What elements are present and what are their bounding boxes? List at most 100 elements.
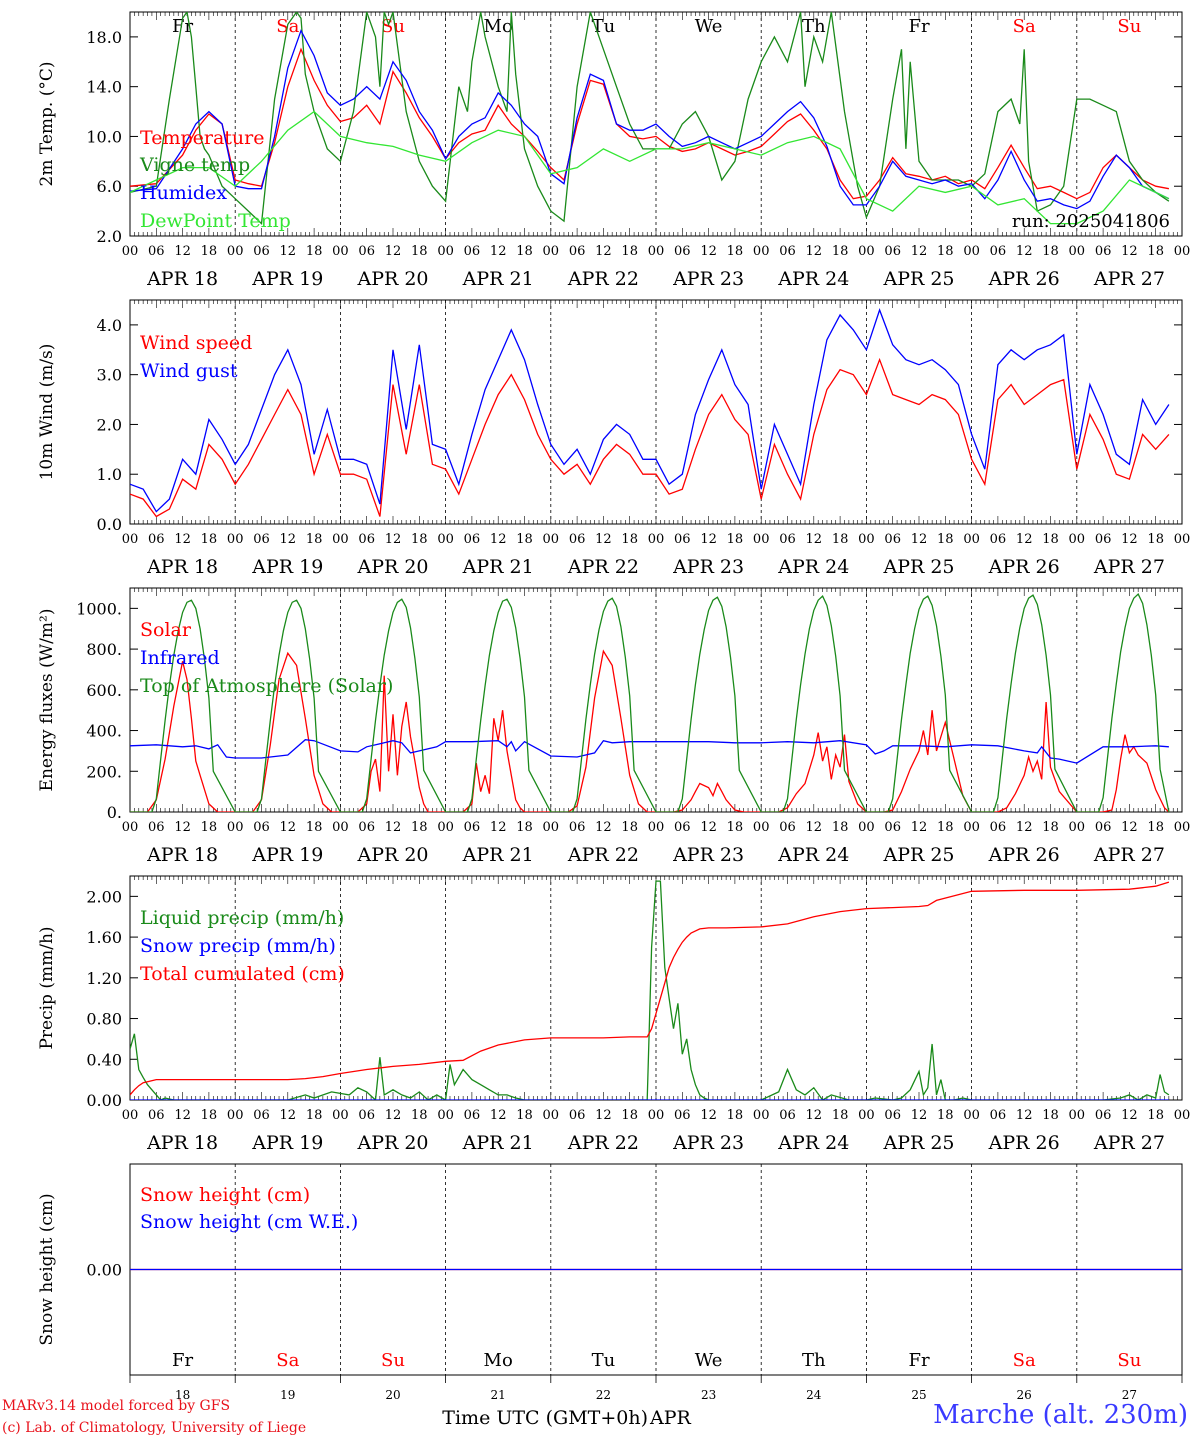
- hour-tick-label: 12: [385, 532, 402, 547]
- hour-tick-label: 18: [1147, 820, 1164, 835]
- hour-tick-label: 06: [674, 820, 691, 835]
- hour-tick-label: 00: [332, 820, 349, 835]
- hour-tick-label: 18: [727, 532, 744, 547]
- hour-tick-label: 06: [253, 820, 270, 835]
- y-tick-label: 2.00: [86, 887, 122, 906]
- hour-tick-label: 18: [727, 244, 744, 259]
- x-axis-month: APR: [649, 1407, 692, 1429]
- day-abbr-label: Sa: [1013, 16, 1036, 37]
- y-tick-label: 0.40: [86, 1050, 122, 1069]
- day-abbr-label: We: [695, 1350, 723, 1371]
- hour-tick-label: 18: [201, 244, 218, 259]
- hour-tick-label: 18: [411, 1108, 428, 1123]
- date-label: APR 21: [462, 844, 534, 866]
- hour-tick-label: 12: [806, 244, 823, 259]
- hour-tick-label: 00: [648, 532, 665, 547]
- hour-tick-label: 18: [306, 244, 323, 259]
- hour-tick-label: 00: [332, 1108, 349, 1123]
- legend-entry: Total cumulated (cm): [140, 963, 345, 985]
- date-label: APR 20: [356, 844, 428, 866]
- hour-tick-label: 12: [385, 244, 402, 259]
- hour-tick-label: 00: [1069, 244, 1086, 259]
- hour-tick-label: 18: [1042, 1108, 1059, 1123]
- hour-tick-label: 12: [1121, 532, 1138, 547]
- plot-frame: [129, 587, 1183, 813]
- date-label: APR 19: [251, 556, 323, 578]
- hour-tick-label: 18: [201, 820, 218, 835]
- legend-entry: Liquid precip (mm/h): [140, 907, 344, 929]
- legend-entry: Humidex: [140, 182, 227, 204]
- date-label: APR 21: [462, 268, 534, 290]
- hour-tick-label: 00: [227, 1108, 244, 1123]
- hour-tick-label: 12: [490, 244, 507, 259]
- y-tick-label: 0.: [107, 803, 122, 822]
- hour-tick-label: 18: [621, 532, 638, 547]
- day-abbr-label: Su: [1117, 1350, 1141, 1371]
- hour-tick-label: 00: [858, 1108, 875, 1123]
- day-number-label: 27: [1122, 1388, 1137, 1402]
- day-number-label: 26: [1017, 1388, 1032, 1402]
- hour-tick-label: 06: [358, 244, 375, 259]
- y-tick-label: 400.: [86, 722, 122, 741]
- hour-tick-label: 12: [385, 1108, 402, 1123]
- hour-tick-label: 18: [621, 1108, 638, 1123]
- y-tick-label: 800.: [86, 640, 122, 659]
- hour-tick-label: 06: [148, 244, 165, 259]
- date-label: APR 27: [1093, 1132, 1165, 1154]
- hour-tick-label: 12: [174, 244, 191, 259]
- date-label: APR 18: [146, 268, 218, 290]
- legend-entry: Snow precip (mm/h): [140, 935, 336, 957]
- y-tick-label: 4.0: [97, 316, 122, 335]
- hour-tick-label: 18: [727, 1108, 744, 1123]
- hour-tick-label: 12: [700, 244, 717, 259]
- series-line-total-cumulated-cm: [130, 881, 1170, 1096]
- hour-tick-label: 12: [1016, 820, 1033, 835]
- date-label: APR 19: [251, 1132, 323, 1154]
- hour-tick-label: 00: [543, 244, 560, 259]
- legend-entry: Snow height (cm W.E.): [140, 1211, 358, 1233]
- date-label: APR 25: [882, 1132, 954, 1154]
- hour-tick-label: 18: [1147, 1108, 1164, 1123]
- hour-tick-label: 06: [358, 820, 375, 835]
- hour-tick-label: 06: [884, 820, 901, 835]
- y-tick-label: 1.0: [97, 465, 122, 484]
- hour-tick-label: 18: [516, 532, 533, 547]
- hour-tick-label: 00: [648, 1108, 665, 1123]
- day-abbr-label: Fr: [908, 1350, 929, 1371]
- hour-tick-label: 00: [543, 532, 560, 547]
- hour-tick-label: 06: [779, 532, 796, 547]
- hour-tick-label: 18: [306, 1108, 323, 1123]
- hour-tick-label: 18: [621, 244, 638, 259]
- date-label: APR 21: [462, 556, 534, 578]
- day-abbr-label: Fr: [908, 16, 929, 37]
- hour-tick-label: 18: [937, 532, 954, 547]
- hour-tick-label: 18: [516, 1108, 533, 1123]
- hour-tick-label: 18: [516, 820, 533, 835]
- hour-tick-label: 00: [1174, 532, 1191, 547]
- date-label: APR 20: [356, 268, 428, 290]
- hour-tick-label: 00: [227, 820, 244, 835]
- hour-tick-label: 00: [332, 532, 349, 547]
- day-abbr-label: Sa: [1013, 1350, 1036, 1371]
- hour-tick-label: 18: [832, 820, 849, 835]
- hour-tick-label: 12: [700, 820, 717, 835]
- hour-tick-label: 12: [280, 244, 297, 259]
- hour-tick-label: 00: [963, 1108, 980, 1123]
- day-number-label: 19: [280, 1388, 295, 1402]
- hour-tick-label: 18: [1147, 532, 1164, 547]
- date-label: APR 27: [1093, 844, 1165, 866]
- hour-tick-label: 06: [990, 820, 1007, 835]
- hour-tick-label: 12: [700, 1108, 717, 1123]
- hour-tick-label: 18: [201, 1108, 218, 1123]
- hour-tick-label: 12: [911, 244, 928, 259]
- hour-tick-label: 00: [227, 532, 244, 547]
- series-line-humidex: [130, 29, 1170, 210]
- y-tick-label: 0.00: [86, 1091, 122, 1110]
- y-axis-label: Energy fluxes (W/m²): [37, 609, 57, 792]
- hour-tick-label: 00: [437, 1108, 454, 1123]
- hour-tick-label: 00: [1069, 820, 1086, 835]
- date-label: APR 26: [988, 556, 1060, 578]
- series-line-top-of-atmosphere-solar: [130, 593, 1170, 812]
- hour-tick-label: 12: [385, 820, 402, 835]
